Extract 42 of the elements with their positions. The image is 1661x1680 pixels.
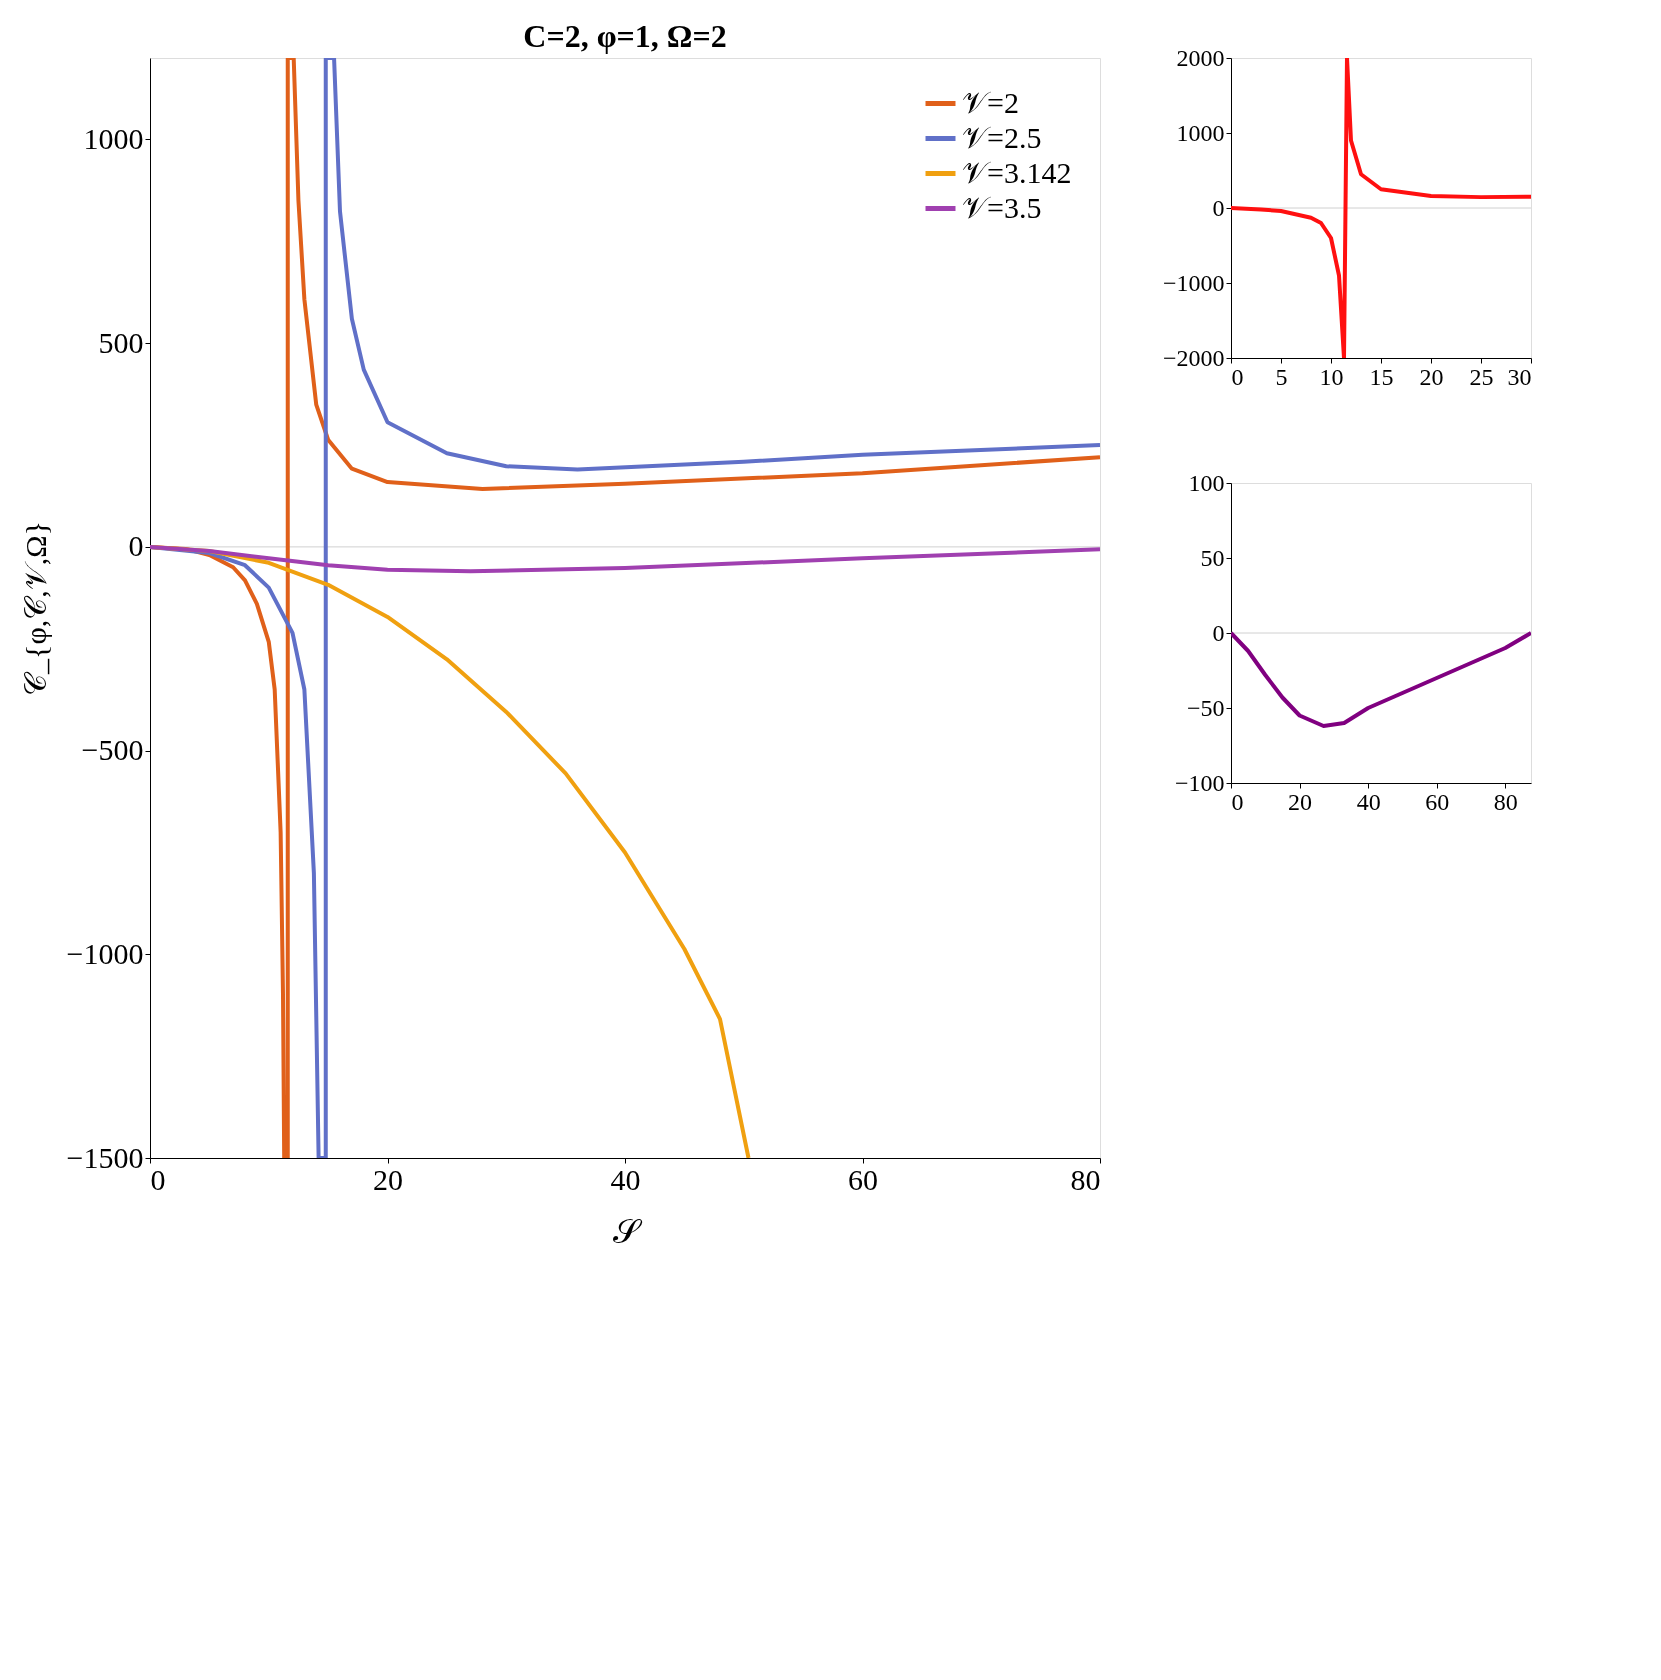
y-tick-label: 50 — [1200, 544, 1225, 571]
x-tick-label: 10 — [1319, 363, 1344, 390]
x-tick-label: 60 — [848, 1162, 878, 1196]
y-tick-label: 0 — [1212, 194, 1225, 221]
y-tick-label: 1000 — [83, 121, 144, 155]
x-tick-label: 80 — [1070, 1162, 1101, 1196]
x-tick-label: 0 — [1231, 363, 1244, 390]
y-tick-label: 0 — [1212, 619, 1225, 646]
y-axis-title: 𝒞_{φ,𝒞,𝒱,Ω} — [18, 521, 52, 696]
x-tick-label: 25 — [1469, 363, 1494, 390]
x-tick-label: 15 — [1369, 363, 1394, 390]
y-tick-label: −50 — [1186, 694, 1225, 721]
y-tick-label: −100 — [1174, 769, 1225, 796]
chart-title: C=2, φ=1, Ω=2 — [523, 18, 727, 54]
x-tick-label: 60 — [1425, 788, 1450, 815]
y-tick-label: −1000 — [66, 936, 144, 970]
x-tick-label: 0 — [1231, 788, 1244, 815]
y-tick-label: 0 — [128, 529, 144, 563]
y-tick-label: 100 — [1188, 469, 1225, 496]
y-tick-label: −500 — [81, 733, 144, 767]
x-axis-title: 𝒮 — [612, 1212, 643, 1250]
x-tick-label: 5 — [1275, 363, 1288, 390]
y-tick-label: 2000 — [1176, 44, 1225, 71]
x-tick-label: 40 — [1356, 788, 1381, 815]
y-tick-label: −1000 — [1162, 269, 1225, 296]
y-tick-label: 500 — [98, 325, 144, 359]
legend-label: 𝒱=2 — [962, 85, 1019, 119]
x-tick-label: 80 — [1493, 788, 1518, 815]
x-tick-label: 0 — [150, 1162, 166, 1196]
legend-label: 𝒱=3.142 — [962, 155, 1072, 189]
line-series — [1231, 631, 1531, 728]
legend-label: 𝒱=3.5 — [962, 190, 1042, 224]
x-tick-label: 20 — [1419, 363, 1444, 390]
x-tick-label: 20 — [373, 1162, 403, 1196]
x-tick-label: 30 — [1507, 363, 1532, 390]
line-series — [150, 544, 1100, 574]
y-tick-label: 1000 — [1176, 119, 1225, 146]
x-tick-label: 20 — [1288, 788, 1313, 815]
legend-label: 𝒱=2.5 — [962, 120, 1042, 154]
x-tick-label: 40 — [610, 1162, 641, 1196]
y-tick-label: −1500 — [66, 1140, 144, 1174]
y-tick-label: −2000 — [1162, 344, 1225, 371]
